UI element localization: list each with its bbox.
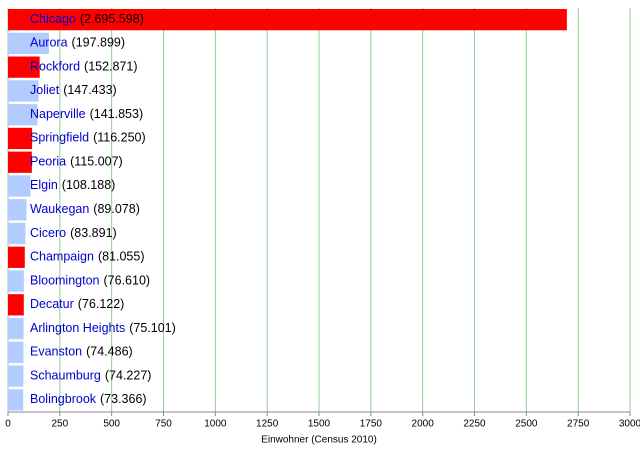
value-label: (141.853) bbox=[90, 107, 144, 121]
x-tick-label: 3000 bbox=[619, 419, 640, 430]
bar-label: Springfield (116.250) bbox=[30, 131, 146, 145]
bar-label: Arlington Heights (75.101) bbox=[30, 321, 176, 335]
x-tick-label: 2250 bbox=[463, 419, 486, 430]
value-label: (108.188) bbox=[62, 179, 116, 193]
city-link[interactable]: Chicago bbox=[30, 12, 76, 26]
bar bbox=[8, 294, 24, 316]
value-label: (74.486) bbox=[86, 345, 133, 359]
x-tick-label: 500 bbox=[103, 419, 120, 430]
bar bbox=[8, 104, 38, 126]
bar-label: Champaign (81.055) bbox=[30, 250, 145, 264]
bar bbox=[8, 199, 27, 221]
x-axis-title: Einwohner (Census 2010) bbox=[261, 435, 377, 446]
bar-label: Decatur (76.122) bbox=[30, 297, 124, 311]
value-label: (76.610) bbox=[104, 274, 151, 288]
bar bbox=[8, 365, 24, 387]
x-tick-label: 2500 bbox=[515, 419, 538, 430]
bar-label: Peoria (115.007) bbox=[30, 155, 123, 169]
bar-label: Bloomington (76.610) bbox=[30, 274, 150, 288]
bar bbox=[8, 341, 24, 363]
bar bbox=[8, 389, 24, 411]
value-label: (81.055) bbox=[98, 250, 145, 264]
bar bbox=[8, 151, 32, 173]
bar-label: Elgin (108.188) bbox=[30, 179, 115, 193]
bar-label: Schaumburg (74.227) bbox=[30, 369, 151, 383]
bar-label: Waukegan (89.078) bbox=[30, 202, 140, 216]
value-label: (197.899) bbox=[72, 36, 126, 50]
x-tick-label: 0 bbox=[5, 419, 11, 430]
city-link[interactable]: Aurora bbox=[30, 36, 68, 50]
bar bbox=[8, 246, 25, 268]
bar-label: Chicago (2.695.598) bbox=[30, 12, 144, 26]
value-label: (116.250) bbox=[93, 131, 146, 145]
bar bbox=[8, 56, 40, 78]
bar bbox=[8, 222, 26, 245]
bar-label: Bolingbrook (73.366) bbox=[30, 392, 147, 406]
city-link[interactable]: Elgin bbox=[30, 179, 58, 193]
bar-label: Joliet (147.433) bbox=[30, 83, 117, 97]
value-label: (89.078) bbox=[93, 202, 140, 216]
bar bbox=[8, 32, 50, 55]
x-tick-label: 1000 bbox=[204, 419, 227, 430]
city-link[interactable]: Waukegan bbox=[30, 202, 89, 216]
value-label: (83.891) bbox=[70, 226, 117, 240]
x-tick-label: 1500 bbox=[308, 419, 331, 430]
bar bbox=[8, 317, 24, 340]
city-link[interactable]: Joliet bbox=[30, 83, 60, 97]
city-link[interactable]: Bloomington bbox=[30, 274, 100, 288]
bar bbox=[8, 175, 31, 197]
bar bbox=[8, 80, 39, 102]
city-link[interactable]: Arlington Heights bbox=[30, 321, 125, 335]
city-link[interactable]: Rockford bbox=[30, 60, 80, 74]
value-label: (73.366) bbox=[100, 392, 147, 406]
city-link[interactable]: Springfield bbox=[30, 131, 89, 145]
city-link[interactable]: Decatur bbox=[30, 297, 74, 311]
bar-label: Evanston (74.486) bbox=[30, 345, 133, 359]
city-link[interactable]: Peoria bbox=[30, 155, 66, 169]
bar-label: Aurora (197.899) bbox=[30, 36, 125, 50]
value-label: (115.007) bbox=[70, 155, 123, 169]
bar-label: Rockford (152.871) bbox=[30, 60, 138, 74]
value-label: (147.433) bbox=[63, 83, 117, 97]
x-tick-label: 2750 bbox=[567, 419, 590, 430]
x-tick-label: 750 bbox=[155, 419, 172, 430]
city-link[interactable]: Champaign bbox=[30, 250, 94, 264]
city-link[interactable]: Bolingbrook bbox=[30, 392, 97, 406]
x-tick-label: 250 bbox=[51, 419, 68, 430]
bar-label: Naperville (141.853) bbox=[30, 107, 143, 121]
bar bbox=[8, 127, 33, 150]
city-link[interactable]: Cicero bbox=[30, 226, 66, 240]
city-link[interactable]: Evanston bbox=[30, 345, 82, 359]
x-tick-label: 2000 bbox=[412, 419, 435, 430]
city-link[interactable]: Schaumburg bbox=[30, 369, 101, 383]
value-label: (152.871) bbox=[84, 60, 138, 74]
city-link[interactable]: Naperville bbox=[30, 107, 86, 121]
bar bbox=[8, 9, 567, 31]
value-label: (76.122) bbox=[78, 297, 125, 311]
value-label: (2.695.598) bbox=[80, 12, 144, 26]
value-label: (74.227) bbox=[105, 369, 152, 383]
bar-label: Cicero (83.891) bbox=[30, 226, 117, 240]
x-tick-label: 1250 bbox=[256, 419, 279, 430]
value-label: (75.101) bbox=[129, 321, 176, 335]
bar bbox=[8, 270, 24, 292]
x-tick-label: 1750 bbox=[360, 419, 383, 430]
